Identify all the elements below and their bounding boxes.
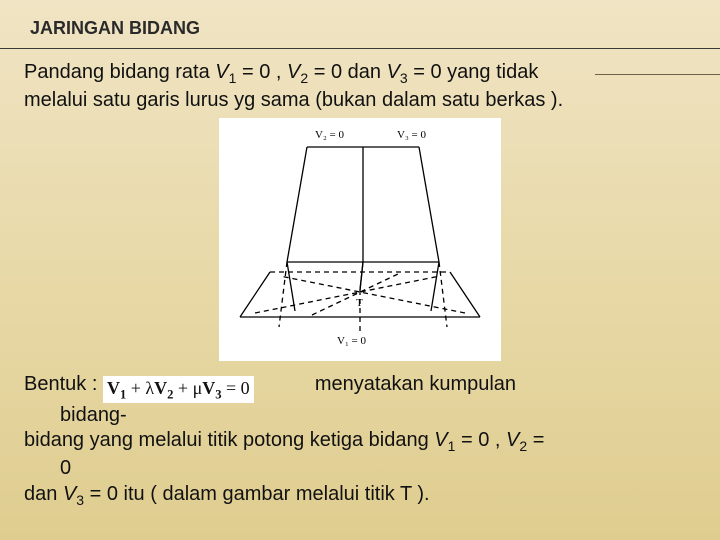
p2-s3: 3 [76, 492, 84, 508]
intro-paragraph: Pandang bidang rata V1 = 0 , V2 = 0 dan … [24, 60, 692, 113]
var-v3: V [387, 61, 400, 83]
svg-text:V₂ = 0: V₂ = 0 [315, 129, 344, 141]
p2-v2: V [506, 429, 519, 451]
line5b: = 0 itu ( dalam gambar melalui titik T )… [84, 483, 430, 505]
p2-mid2: = [527, 429, 544, 451]
bentuk-label: Bentuk : [24, 373, 103, 395]
horizontal-rule [0, 48, 720, 49]
var-v2: V [287, 61, 300, 83]
line5a: dan [24, 483, 63, 505]
intro-line2: melalui satu garis lurus yg sama (bukan … [24, 89, 563, 111]
eq0b: = 0 dan [308, 61, 386, 83]
f-plus2: + μ [173, 378, 202, 398]
body-paragraph: Bentuk : V1 + λV2 + μV3 = 0 menyatakan k… [24, 372, 692, 510]
sub-3: 3 [400, 70, 408, 86]
f-v3: V [202, 378, 215, 398]
after-formula: menyatakan kumpulan [315, 373, 516, 395]
intro-prefix: Pandang bidang rata [24, 61, 215, 83]
svg-text:T: T [356, 297, 363, 309]
line3a: bidang yang melalui titik potong ketiga … [24, 429, 434, 451]
f-v1: V [107, 378, 120, 398]
formula-box: V1 + λV2 + μV3 = 0 [103, 376, 254, 403]
page-title: JARINGAN BIDANG [30, 18, 200, 39]
p2-mid1: = 0 , [455, 429, 506, 451]
svg-text:V₃ = 0: V₃ = 0 [397, 129, 426, 141]
f-plus1: + λ [126, 378, 154, 398]
f-eq: = 0 [222, 378, 250, 398]
var-v: V [215, 61, 228, 83]
sub-2: 2 [300, 70, 308, 86]
f-v2: V [154, 378, 167, 398]
p2-v1: V [434, 429, 447, 451]
svg-text:V₁ = 0: V₁ = 0 [337, 335, 366, 347]
eq0a: = 0 , [236, 61, 287, 83]
formula-text: V1 + λV2 + μV3 = 0 [107, 378, 250, 398]
line-bidang1: bidang- [60, 403, 692, 429]
planes-diagram: V₂ = 0 V₃ = 0 V₁ = 0 T [225, 122, 495, 352]
p2-v3: V [63, 483, 76, 505]
eq0c: = 0 yang tidak [408, 61, 539, 83]
figure-wrap: V₂ = 0 V₃ = 0 V₁ = 0 T [219, 118, 501, 361]
figure-container: V₂ = 0 V₃ = 0 V₁ = 0 T [0, 118, 720, 361]
zero-line: 0 [60, 456, 692, 482]
p2-s2: 2 [519, 438, 527, 454]
